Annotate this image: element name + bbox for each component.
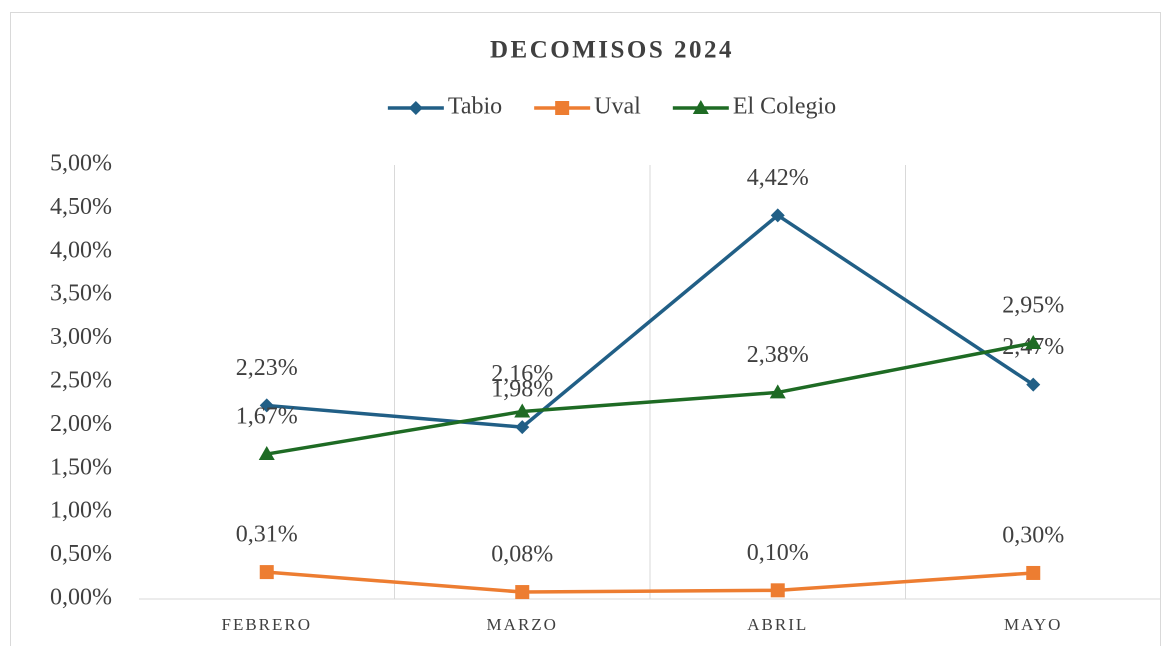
y-tick-label: 1,00% — [50, 498, 112, 524]
data-label: 2,23% — [236, 355, 298, 381]
series-line — [266, 213, 1035, 429]
data-label: 4,42% — [747, 165, 809, 191]
data-label: 2,38% — [747, 342, 809, 368]
legend-marker — [692, 100, 709, 114]
y-tick-label: 5,00% — [50, 151, 112, 177]
y-tick-label: 0,50% — [50, 541, 112, 567]
y-tick-label: 2,00% — [50, 411, 112, 437]
point — [514, 403, 531, 418]
y-tick-label: 2,50% — [50, 368, 112, 394]
data-label: 1,98% — [491, 377, 553, 403]
legend-label: Tabio — [448, 94, 502, 120]
legend-marker — [408, 101, 423, 115]
legend-label: Uval — [594, 94, 641, 120]
chart-title: DECOMISOS 2024 — [490, 37, 734, 64]
chart-border — [10, 12, 1161, 646]
y-tick-label: 3,00% — [50, 324, 112, 350]
x-tick-label: FEBRERO — [221, 615, 312, 634]
point — [769, 384, 786, 399]
data-label: 0,08% — [491, 542, 553, 568]
y-tick-label: 1,50% — [50, 454, 112, 480]
x-tick-label: ABRIL — [747, 615, 808, 634]
data-label: 0,31% — [236, 522, 298, 548]
point — [258, 446, 275, 461]
legend-label: El Colegio — [733, 94, 836, 120]
point — [259, 565, 274, 580]
point — [1026, 565, 1041, 580]
point — [259, 398, 274, 413]
series-line — [266, 341, 1034, 456]
point — [770, 208, 785, 223]
point — [770, 583, 785, 598]
y-tick-label: 4,50% — [50, 194, 112, 220]
data-label: 1,67% — [236, 404, 298, 430]
point — [515, 420, 530, 435]
data-label: 0,30% — [1002, 522, 1064, 548]
legend-marker — [555, 101, 570, 115]
y-tick-label: 0,00% — [50, 585, 112, 611]
series-line — [266, 570, 1034, 594]
point — [1025, 334, 1042, 349]
y-tick-label: 4,00% — [50, 237, 112, 263]
point — [515, 585, 530, 600]
data-label: 0,10% — [747, 540, 809, 566]
data-label: 2,95% — [1002, 292, 1064, 318]
data-label: 2,16% — [491, 361, 553, 387]
point — [1026, 377, 1041, 392]
x-tick-label: MAYO — [1004, 615, 1062, 634]
y-tick-label: 3,50% — [50, 281, 112, 307]
x-tick-label: MARZO — [487, 615, 558, 634]
